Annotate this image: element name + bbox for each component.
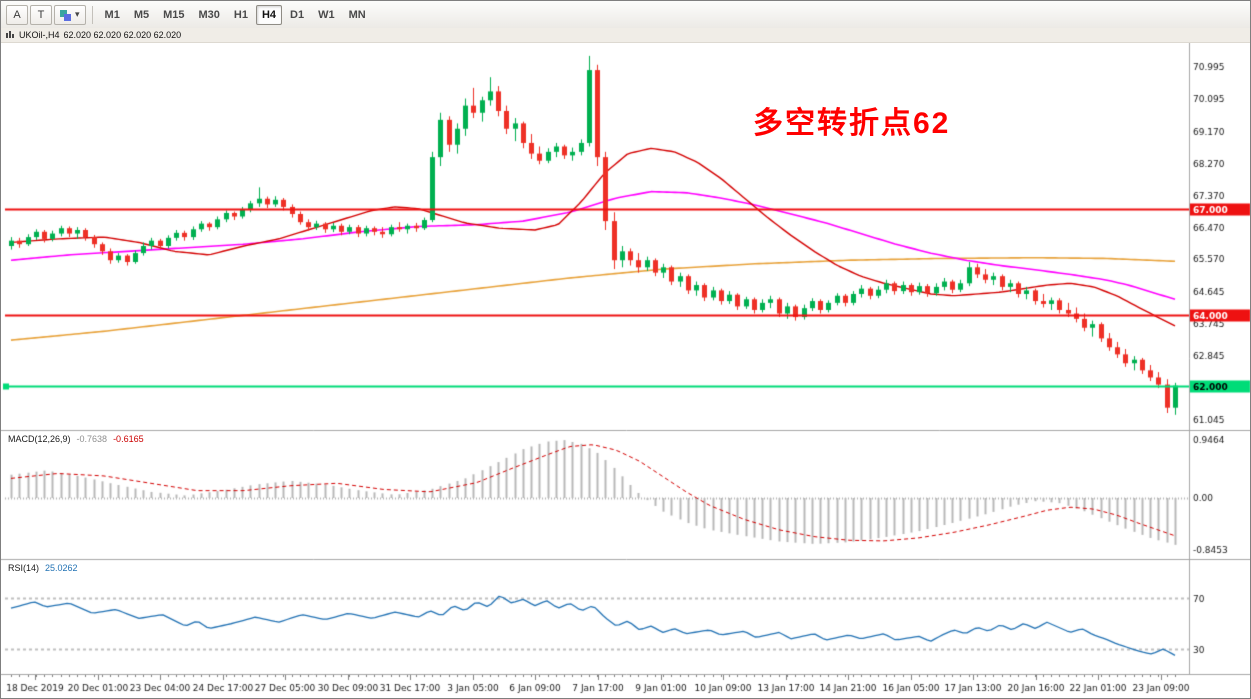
ohlc-values: 62.020 62.020 62.020 62.020 [63,30,182,40]
timeframe-d1[interactable]: D1 [284,5,310,25]
arrow-tool-button[interactable]: A [6,4,28,25]
rsi-indicator-label: RSI(14) 25.0262 [8,563,78,573]
macd-signal-value: -0.6165 [113,434,144,444]
rsi-value: 25.0262 [45,563,78,573]
timeframe-w1[interactable]: W1 [312,5,341,25]
chevron-down-icon: ▾ [75,9,80,19]
chart-icon [5,30,15,40]
palette-icon [60,9,72,21]
chart-title-bar: UKOil-,H4 62.020 62.020 62.020 62.020 [1,28,1250,43]
toolbar-separator [91,5,93,24]
timeframe-h1[interactable]: H1 [228,5,254,25]
timeframe-m1[interactable]: M1 [99,5,126,25]
chart-annotation-text[interactable]: 多空转折点62 [753,107,951,140]
macd-main-value: -0.7638 [76,434,108,444]
timeframe-m5[interactable]: M5 [128,5,155,25]
drawing-tools-dropdown[interactable]: ▾ [54,4,86,25]
rsi-params-label: RSI(14) [8,563,40,573]
macd-params-label: MACD(12,26,9) [8,434,71,444]
timeframe-h4[interactable]: H4 [255,4,283,25]
toolbar: A T ▾ M1 M5 M15 M30 H1 H4 D1 W1 MN [1,1,1250,29]
timeframe-m15[interactable]: M15 [157,5,190,25]
macd-indicator-label: MACD(12,26,9) -0.7638 -0.6165 [8,434,144,444]
timeframe-mn[interactable]: MN [343,5,372,25]
symbol-timeframe-label: UKOil-,H4 [19,30,60,40]
text-tool-button[interactable]: T [30,4,52,25]
timeframe-m30[interactable]: M30 [193,5,226,25]
